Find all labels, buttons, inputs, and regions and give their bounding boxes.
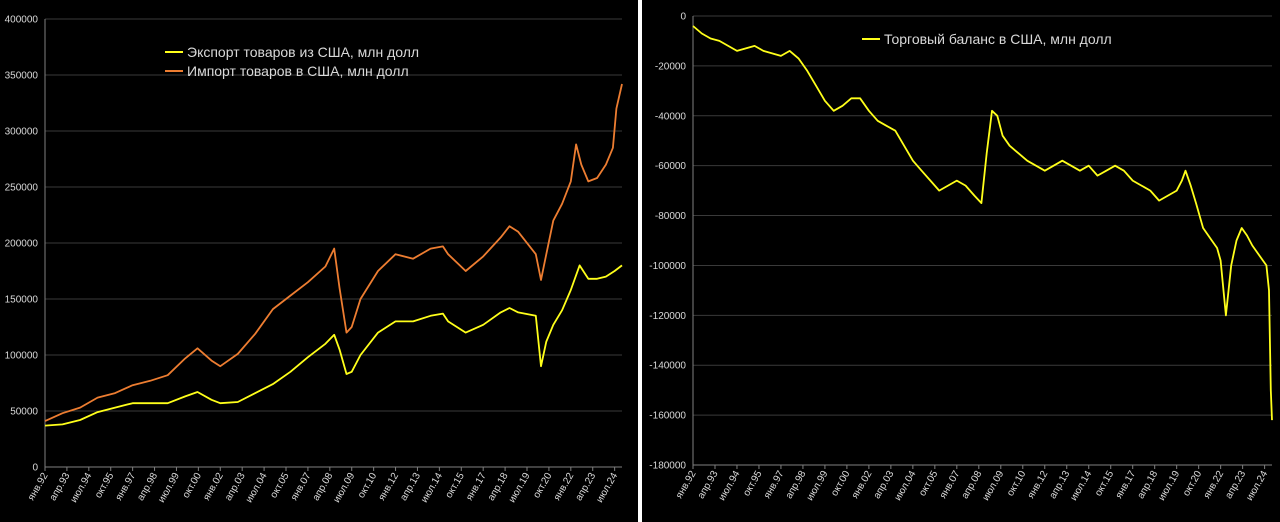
x-tick-label: окт.05 — [268, 471, 291, 501]
legend-label-balance: Торговый баланс в США, млн долл — [884, 31, 1112, 47]
exports-imports-chart-panel: 0 50000 100000 150000 200000 250000 300000 3500… — [0, 0, 638, 522]
x-tick-label: июл.94 — [717, 469, 743, 503]
y-tick-label: 0 — [680, 12, 686, 23]
x-tick-label: июл.19 — [507, 471, 533, 505]
y-tick-label: 250000 — [5, 183, 39, 194]
legend-label-exports: Экспорт товаров из США, млн долл — [187, 44, 419, 60]
y-tick-label: 0 — [32, 463, 38, 474]
y-tick-label: -140000 — [649, 361, 686, 372]
y-axis: 0 -20000 -40000 -60000 -80000 -100000 -120000 -… — [649, 12, 1272, 472]
x-tick-label: окт.15 — [444, 471, 467, 501]
x-tick-label: июл.99 — [156, 471, 182, 505]
y-tick-label: 300000 — [5, 127, 39, 138]
y-tick-label: 350000 — [5, 71, 39, 82]
x-tick-label: июл.19 — [1156, 469, 1182, 503]
y-tick-label: -120000 — [649, 311, 686, 322]
x-tick-label: июл.14 — [419, 471, 445, 505]
y-tick-label: -20000 — [655, 61, 687, 72]
series-lines — [692, 25, 1273, 421]
x-tick-label: июл.04 — [244, 471, 270, 505]
x-tick-label: июл.09 — [981, 469, 1007, 503]
x-axis: янв.92апр.93июл.94окт.95янв.97апр.98июл.… — [674, 465, 1270, 503]
y-gridlines — [693, 15, 1272, 466]
trade-balance-chart-panel: 0 -20000 -40000 -60000 -80000 -100000 -120000 -… — [642, 0, 1280, 522]
x-tick-label: окт.00 — [181, 471, 204, 501]
y-tick-label: -180000 — [649, 461, 686, 472]
y-tick-label: 150000 — [5, 295, 39, 306]
x-tick-label: июл.14 — [1068, 469, 1094, 503]
y-tick-label: 200000 — [5, 239, 39, 250]
x-tick-label: окт.00 — [829, 469, 852, 499]
x-tick-label: июл.24 — [594, 471, 620, 505]
x-tick-label: июл.24 — [1244, 469, 1270, 503]
y-tick-label: 50000 — [10, 407, 38, 418]
x-tick-label: июл.09 — [331, 471, 357, 505]
legend-label-imports: Импорт товаров в США, млн долл — [187, 63, 409, 79]
x-tick-label: июл.99 — [805, 469, 831, 503]
x-tick-label: окт.95 — [741, 469, 764, 499]
legend: Торговый баланс в США, млн долл — [862, 31, 1112, 47]
x-tick-label: окт.10 — [356, 471, 379, 501]
x-tick-label: окт.10 — [1005, 469, 1028, 499]
trade-balance-chart: 0 -20000 -40000 -60000 -80000 -100000 -120000 -… — [649, 12, 1273, 503]
y-tick-label: 100000 — [5, 351, 39, 362]
y-tick-label: -100000 — [649, 261, 686, 272]
y-axis: 0 50000 100000 150000 200000 250000 300000 3500… — [5, 15, 622, 474]
series-line-0 — [44, 264, 623, 427]
series-lines — [44, 83, 623, 427]
exports-imports-chart: 0 50000 100000 150000 200000 250000 300000 3500… — [5, 15, 623, 505]
x-tick-label: окт.95 — [93, 471, 116, 501]
x-tick-label: окт.15 — [1093, 469, 1116, 499]
series-line-1 — [44, 83, 623, 422]
series-line-0 — [692, 25, 1273, 421]
legend: Экспорт товаров из США, млн долл Импорт … — [165, 44, 419, 79]
y-tick-label: -40000 — [655, 111, 687, 122]
y-tick-label: -160000 — [649, 411, 686, 422]
x-tick-label: окт.20 — [531, 471, 554, 501]
x-tick-label: июл.94 — [69, 471, 95, 505]
x-tick-label: окт.20 — [1181, 469, 1204, 499]
y-tick-label: 400000 — [5, 15, 39, 26]
x-tick-label: июл.04 — [893, 469, 919, 503]
x-axis: янв.92апр.93июл.94окт.95янв.97апр.98июл.… — [26, 467, 620, 505]
y-tick-label: -80000 — [655, 211, 687, 222]
x-tick-label: окт.05 — [917, 469, 940, 499]
y-tick-label: -60000 — [655, 161, 687, 172]
y-gridlines — [45, 18, 622, 468]
